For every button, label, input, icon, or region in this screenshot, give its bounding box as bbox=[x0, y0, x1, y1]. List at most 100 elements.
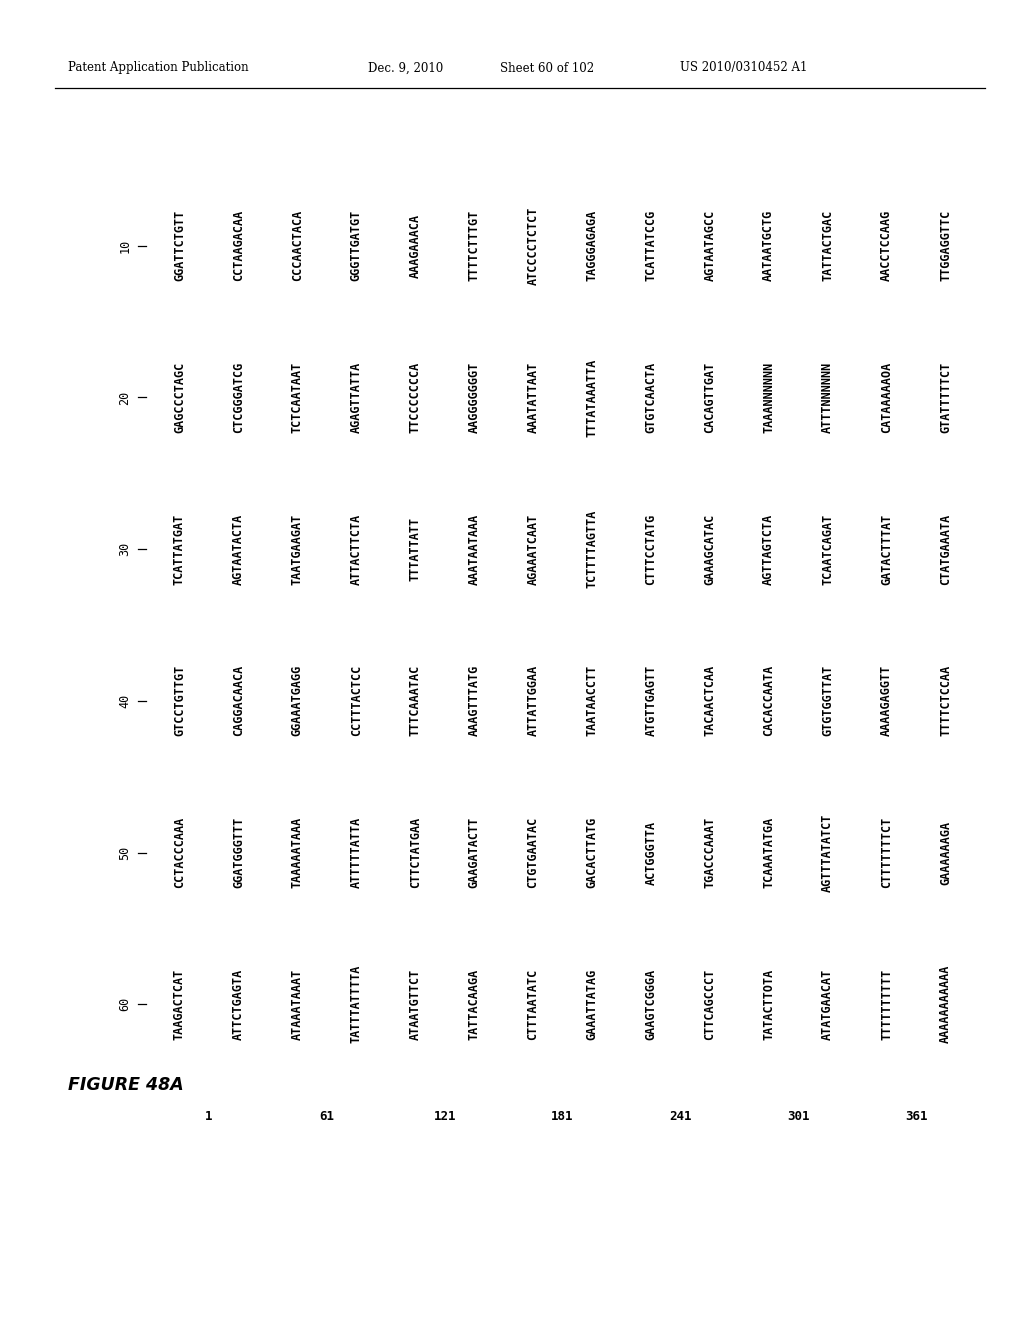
Text: TCAAATATGA: TCAAATATGA bbox=[762, 817, 775, 888]
Text: TCAATCAGAT: TCAATCAGAT bbox=[821, 513, 835, 585]
Text: TCTTTTAGTTA: TCTTTTAGTTA bbox=[586, 510, 598, 589]
Text: ATTTTTATTA: ATTTTTATTA bbox=[350, 817, 362, 888]
Text: ATTCTGAGTA: ATTCTGAGTA bbox=[231, 969, 245, 1040]
Text: TTCCCCCCCA: TTCCCCCCCA bbox=[409, 362, 422, 433]
Text: ACTGGGTTA: ACTGGGTTA bbox=[644, 821, 657, 884]
Text: TAATAACCTT: TAATAACCTT bbox=[586, 665, 598, 737]
Text: 181: 181 bbox=[551, 1110, 573, 1123]
Text: 61: 61 bbox=[319, 1110, 334, 1123]
Text: 1: 1 bbox=[205, 1110, 213, 1123]
Text: AAAGTTTATG: AAAGTTTATG bbox=[468, 665, 480, 737]
Text: CCCAACTACA: CCCAACTACA bbox=[291, 210, 304, 281]
Text: ATTACTTCTA: ATTACTTCTA bbox=[350, 513, 362, 585]
Text: TTTCAAATAC: TTTCAAATAC bbox=[409, 665, 422, 737]
Text: Sheet 60 of 102: Sheet 60 of 102 bbox=[500, 62, 594, 74]
Text: GTGTCAACTA: GTGTCAACTA bbox=[644, 362, 657, 433]
Text: CCTAAGACAA: CCTAAGACAA bbox=[231, 210, 245, 281]
Text: 20: 20 bbox=[119, 391, 131, 405]
Text: CTATGAAATA: CTATGAAATA bbox=[939, 513, 952, 585]
Text: AGAAATCAAT: AGAAATCAAT bbox=[526, 513, 540, 585]
Text: TGACCCAAAT: TGACCCAAAT bbox=[703, 817, 717, 888]
Text: CAGGACAACA: CAGGACAACA bbox=[231, 665, 245, 737]
Text: AGTTAGTCTA: AGTTAGTCTA bbox=[762, 513, 775, 585]
Text: ATGTTGAGTT: ATGTTGAGTT bbox=[644, 665, 657, 737]
Text: TTTTTTTTTT: TTTTTTTTTT bbox=[880, 969, 893, 1040]
Text: GTCCTGTTGT: GTCCTGTTGT bbox=[173, 665, 186, 737]
Text: AGTTTATATCT: AGTTTATATCT bbox=[821, 813, 835, 892]
Text: AGTAATACTA: AGTAATACTA bbox=[231, 513, 245, 585]
Text: TAAAAATAAA: TAAAAATAAA bbox=[291, 817, 304, 888]
Text: GGATTCTGTT: GGATTCTGTT bbox=[173, 210, 186, 281]
Text: GAAAGCATAC: GAAAGCATAC bbox=[703, 513, 717, 585]
Text: AAAAGAGGTT: AAAAGAGGTT bbox=[880, 665, 893, 737]
Text: ATAAATAAAT: ATAAATAAAT bbox=[291, 969, 304, 1040]
Text: CTTTTTTTCT: CTTTTTTTCT bbox=[880, 817, 893, 888]
Text: CCTTTACTCC: CCTTTACTCC bbox=[350, 665, 362, 737]
Text: CACACCAATA: CACACCAATA bbox=[762, 665, 775, 737]
Text: TTTTCTTTGT: TTTTCTTTGT bbox=[468, 210, 480, 281]
Text: CTCGGGATCG: CTCGGGATCG bbox=[231, 362, 245, 433]
Text: AGTAATAGCC: AGTAATAGCC bbox=[703, 210, 717, 281]
Text: 30: 30 bbox=[119, 543, 131, 556]
Text: 50: 50 bbox=[119, 845, 131, 859]
Text: TAGGGAGAGA: TAGGGAGAGA bbox=[586, 210, 598, 281]
Text: TTTATTATT: TTTATTATT bbox=[409, 517, 422, 581]
Text: TATTACTGAC: TATTACTGAC bbox=[821, 210, 835, 281]
Text: 121: 121 bbox=[433, 1110, 456, 1123]
Text: Patent Application Publication: Patent Application Publication bbox=[68, 62, 249, 74]
Text: GATACTTTAT: GATACTTTAT bbox=[880, 513, 893, 585]
Text: CTTTCCTATG: CTTTCCTATG bbox=[644, 513, 657, 585]
Text: ATTATTGGAA: ATTATTGGAA bbox=[526, 665, 540, 737]
Text: CTGTGAATAC: CTGTGAATAC bbox=[526, 817, 540, 888]
Text: GAAAAAAGA: GAAAAAAGA bbox=[939, 821, 952, 884]
Text: FIGURE 48A: FIGURE 48A bbox=[68, 1076, 183, 1094]
Text: GAAGTCGGGA: GAAGTCGGGA bbox=[644, 969, 657, 1040]
Text: TATTTATTTTA: TATTTATTTTA bbox=[350, 965, 362, 1043]
Text: TTGGAGGTTC: TTGGAGGTTC bbox=[939, 210, 952, 281]
Text: 241: 241 bbox=[669, 1110, 691, 1123]
Text: GGGTTGATGT: GGGTTGATGT bbox=[350, 210, 362, 281]
Text: TCATTATGAT: TCATTATGAT bbox=[173, 513, 186, 585]
Text: GGATGGGTTT: GGATGGGTTT bbox=[231, 817, 245, 888]
Text: TCTCAATAAT: TCTCAATAAT bbox=[291, 362, 304, 433]
Text: AGAGTTATTA: AGAGTTATTA bbox=[350, 362, 362, 433]
Text: CTTTAATATC: CTTTAATATC bbox=[526, 969, 540, 1040]
Text: TATACTTOTA: TATACTTOTA bbox=[762, 969, 775, 1040]
Text: ATCCCCTCTCT: ATCCCCTCTCT bbox=[526, 207, 540, 285]
Text: AATAATGCTG: AATAATGCTG bbox=[762, 210, 775, 281]
Text: 301: 301 bbox=[787, 1110, 809, 1123]
Text: TACAACTCAA: TACAACTCAA bbox=[703, 665, 717, 737]
Text: CACAGTTGAT: CACAGTTGAT bbox=[703, 362, 717, 433]
Text: 60: 60 bbox=[119, 997, 131, 1011]
Text: TATTACAAGA: TATTACAAGA bbox=[468, 969, 480, 1040]
Text: GTGTGGTTAT: GTGTGGTTAT bbox=[821, 665, 835, 737]
Text: ATAATGTTCT: ATAATGTTCT bbox=[409, 969, 422, 1040]
Text: GTATTTTTCT: GTATTTTTCT bbox=[939, 362, 952, 433]
Text: AAGGGGGGGT: AAGGGGGGGT bbox=[468, 362, 480, 433]
Text: AAAGAAACA: AAAGAAACA bbox=[409, 214, 422, 279]
Text: 40: 40 bbox=[119, 694, 131, 708]
Text: TTTTCTCCAA: TTTTCTCCAA bbox=[939, 665, 952, 737]
Text: US 2010/0310452 A1: US 2010/0310452 A1 bbox=[680, 62, 807, 74]
Text: GAGCCCTAGC: GAGCCCTAGC bbox=[173, 362, 186, 433]
Text: AAATAATAAA: AAATAATAAA bbox=[468, 513, 480, 585]
Text: GACACTTATG: GACACTTATG bbox=[586, 817, 598, 888]
Text: AAATATTAAT: AAATATTAAT bbox=[526, 362, 540, 433]
Text: TTTATAAATTA: TTTATAAATTA bbox=[586, 358, 598, 437]
Text: ATTTNNNNNN: ATTTNNNNNN bbox=[821, 362, 835, 433]
Text: GAAATTATAG: GAAATTATAG bbox=[586, 969, 598, 1040]
Text: CCTACCCAAA: CCTACCCAAA bbox=[173, 817, 186, 888]
Text: Dec. 9, 2010: Dec. 9, 2010 bbox=[368, 62, 443, 74]
Text: TAAGACTCAT: TAAGACTCAT bbox=[173, 969, 186, 1040]
Text: TCATTATCCG: TCATTATCCG bbox=[644, 210, 657, 281]
Text: TAATGAAGAT: TAATGAAGAT bbox=[291, 513, 304, 585]
Text: GAAGATACTT: GAAGATACTT bbox=[468, 817, 480, 888]
Text: AAAAAAAAAAA: AAAAAAAAAAA bbox=[939, 965, 952, 1043]
Text: 10: 10 bbox=[119, 239, 131, 253]
Text: CATAAAAAOA: CATAAAAAOA bbox=[880, 362, 893, 433]
Text: TAAANNNNNN: TAAANNNNNN bbox=[762, 362, 775, 433]
Text: CTTCAGCCCT: CTTCAGCCCT bbox=[703, 969, 717, 1040]
Text: AACCTCCAAG: AACCTCCAAG bbox=[880, 210, 893, 281]
Text: ATATGAACAT: ATATGAACAT bbox=[821, 969, 835, 1040]
Text: CTTCTATGAA: CTTCTATGAA bbox=[409, 817, 422, 888]
